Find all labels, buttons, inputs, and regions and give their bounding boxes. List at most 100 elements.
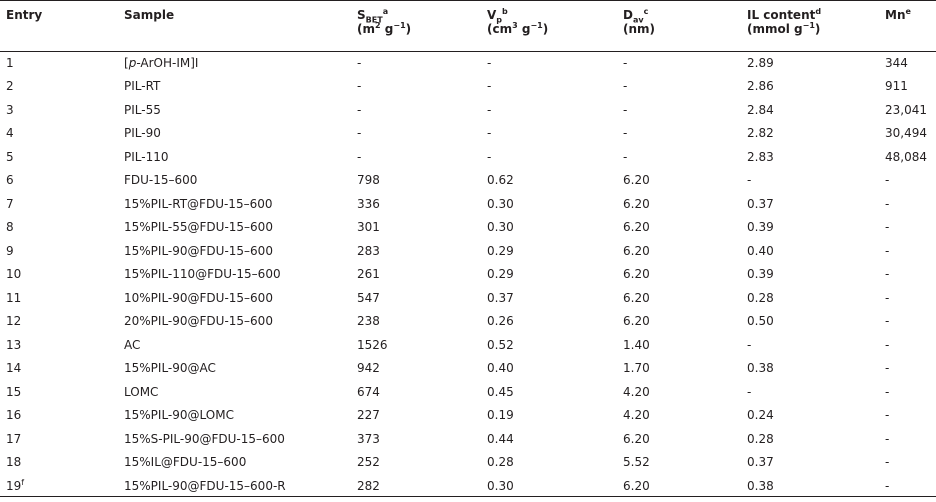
cell-vp: 0.30 xyxy=(487,196,514,211)
table-body: 1 [p-ArOH-IM]I - - -2.89 344 2 PIL-RT - - -2.86 911… xyxy=(0,51,936,498)
cell-entry: 2 xyxy=(6,79,14,94)
cell-mn: 30,494 xyxy=(885,126,927,141)
cell-vp: 0.26 xyxy=(487,314,514,329)
cell-dav: 1.40 xyxy=(623,337,650,352)
cell-sbet: 252 xyxy=(357,455,380,470)
cell-dav: 6.20 xyxy=(623,314,650,329)
cell-mn: - xyxy=(885,478,890,493)
cell-entry: 6 xyxy=(6,173,14,188)
table-row: 2 PIL-RT - - - 2.86 911 xyxy=(0,75,936,99)
cell-entry: 19f xyxy=(6,477,25,493)
cell-mn: 344 xyxy=(885,55,908,70)
cell-mn: - xyxy=(885,314,890,329)
table-row: 6 FDU-15–600 798 0.62 6.20 - - xyxy=(0,169,936,193)
cell-entry: 9 xyxy=(6,243,14,258)
cell-vp: - xyxy=(487,102,492,117)
cell-sample: PIL-55 xyxy=(124,102,161,117)
cell-vp: 0.44 xyxy=(487,431,514,446)
cell-il-content: 2.89 xyxy=(747,55,774,70)
cell-entry: 1 xyxy=(6,55,14,70)
cell-mn: - xyxy=(885,455,890,470)
cell-entry: 16 xyxy=(6,408,22,423)
cell-entry: 17 xyxy=(6,431,22,446)
header-row: Entry Sample SBETa (m2 g−1) Vpb (cm3 g−1… xyxy=(0,0,936,51)
cell-mn: 23,041 xyxy=(885,102,927,117)
cell-sample: PIL-110 xyxy=(124,149,169,164)
table-row: 12 20%PIL-90@FDU-15–600 238 0.26 6.20 0.50 - xyxy=(0,310,936,334)
cell-dav: - xyxy=(623,149,628,164)
table-row: 1 [p-ArOH-IM]I - - - 2.89 344 xyxy=(0,51,936,75)
cell-mn: 48,084 xyxy=(885,149,927,164)
cell-il-content: 2.86 xyxy=(747,79,774,94)
cell-il-content: 2.82 xyxy=(747,126,774,141)
cell-entry: 18 xyxy=(6,455,22,470)
header-sbet: SBETa (m2 g−1) xyxy=(357,7,412,37)
table-row: 13 AC 1526 0.52 1.40 - - xyxy=(0,333,936,357)
cell-entry: 15 xyxy=(6,384,22,399)
table-row: 8 15%PIL-55@FDU-15–600 301 0.30 6.20 0.39 - xyxy=(0,216,936,240)
cell-dav: 6.20 xyxy=(623,196,650,211)
cell-entry: 13 xyxy=(6,337,22,352)
cell-sbet: - xyxy=(357,79,362,94)
cell-sample: 15%PIL-55@FDU-15–600 xyxy=(124,220,273,235)
cell-vp: - xyxy=(487,149,492,164)
cell-mn: - xyxy=(885,384,890,399)
cell-entry: 14 xyxy=(6,361,22,376)
cell-sbet: 227 xyxy=(357,408,380,423)
cell-dav: 6.20 xyxy=(623,431,650,446)
cell-sample: 15%PIL-RT@FDU-15–600 xyxy=(124,196,273,211)
cell-sbet: 283 xyxy=(357,243,380,258)
cell-vp: 0.30 xyxy=(487,478,514,493)
cell-sbet: 373 xyxy=(357,431,380,446)
cell-entry: 12 xyxy=(6,314,22,329)
cell-sample: AC xyxy=(124,337,141,352)
cell-mn: - xyxy=(885,361,890,376)
cell-sbet: - xyxy=(357,55,362,70)
cell-sample: 15%PIL-90@AC xyxy=(124,361,216,376)
cell-sample: 15%PIL-90@LOMC xyxy=(124,408,234,423)
cell-il-content: - xyxy=(747,384,752,399)
table-row: 9 15%PIL-90@FDU-15–600 283 0.29 6.20 0.40 - xyxy=(0,239,936,263)
cell-vp: - xyxy=(487,79,492,94)
cell-sample: LOMC xyxy=(124,384,159,399)
cell-entry: 7 xyxy=(6,196,14,211)
cell-vp: 0.29 xyxy=(487,243,514,258)
cell-mn: - xyxy=(885,243,890,258)
cell-sbet: 301 xyxy=(357,220,380,235)
cell-vp: 0.28 xyxy=(487,455,514,470)
cell-sbet: - xyxy=(357,149,362,164)
cell-entry: 11 xyxy=(6,290,22,305)
cell-entry: 3 xyxy=(6,102,14,117)
cell-sbet: 798 xyxy=(357,173,380,188)
cell-dav: 4.20 xyxy=(623,384,650,399)
cell-dav: 6.20 xyxy=(623,243,650,258)
cell-entry: 8 xyxy=(6,220,14,235)
table-row: 16 15%PIL-90@LOMC 227 0.19 4.20 0.24 - xyxy=(0,404,936,428)
cell-vp: 0.30 xyxy=(487,220,514,235)
table-row: 5 PIL-110 - - - 2.83 48,084 xyxy=(0,145,936,169)
cell-vp: - xyxy=(487,126,492,141)
table-row: 15 LOMC 674 0.45 4.20 - - xyxy=(0,380,936,404)
cell-il-content: - xyxy=(747,337,752,352)
table-row: 18 15%IL@FDU-15–600 252 0.28 5.52 0.37 - xyxy=(0,451,936,475)
cell-il-content: 0.39 xyxy=(747,220,774,235)
table-row: 19f 15%PIL-90@FDU-15–600-R 282 0.30 6.20 0.38… xyxy=(0,474,936,498)
cell-dav: - xyxy=(623,126,628,141)
cell-mn: 911 xyxy=(885,79,908,94)
cell-sbet: 282 xyxy=(357,478,380,493)
table-row: 17 15%S-PIL-90@FDU-15–600 373 0.44 6.20 0.28 - xyxy=(0,427,936,451)
header-rule xyxy=(0,51,936,52)
cell-il-content: 0.38 xyxy=(747,361,774,376)
cell-mn: - xyxy=(885,408,890,423)
cell-sbet: - xyxy=(357,102,362,117)
header-vp: Vpb (cm3 g−1) xyxy=(487,7,549,37)
cell-sample: 15%PIL-90@FDU-15–600-R xyxy=(124,478,286,493)
cell-vp: 0.37 xyxy=(487,290,514,305)
cell-il-content: 0.50 xyxy=(747,314,774,329)
cell-dav: - xyxy=(623,55,628,70)
cell-mn: - xyxy=(885,220,890,235)
table-row: 10 15%PIL-110@FDU-15–600 261 0.29 6.20 0.39 - xyxy=(0,263,936,287)
cell-sbet: 1526 xyxy=(357,337,388,352)
